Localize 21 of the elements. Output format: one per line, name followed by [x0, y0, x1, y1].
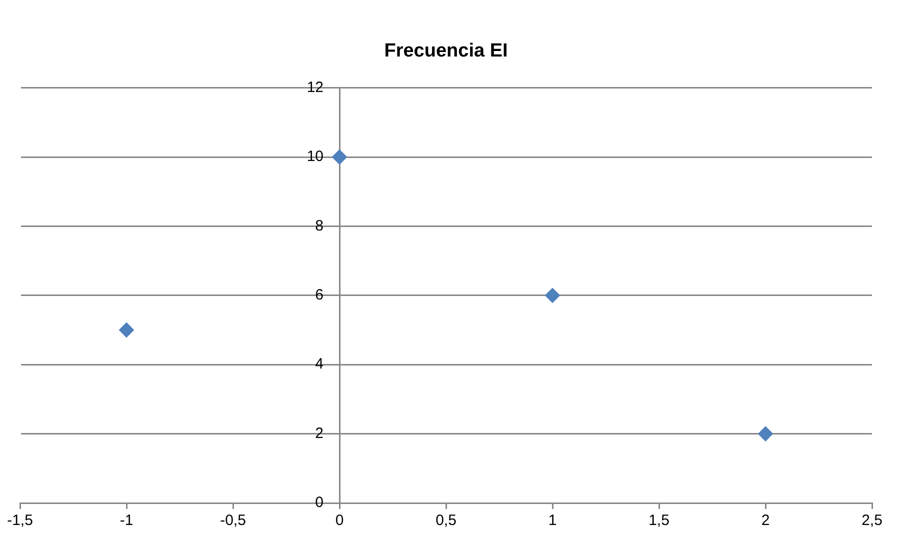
y-tick-label: 0: [315, 494, 324, 512]
y-tick-label: 12: [306, 78, 324, 96]
x-tick-label: -1: [120, 512, 134, 530]
x-tick-label: -1,5: [7, 512, 33, 530]
x-tick-label: 2,5: [862, 512, 882, 530]
y-tick-label: 8: [315, 217, 324, 234]
x-tick-label: 0,5: [436, 512, 456, 530]
point: [332, 150, 347, 164]
y-tick-label: 6: [315, 286, 324, 304]
y-tick-label: 10: [306, 148, 324, 166]
chart-title: Frecuencia EI: [384, 40, 508, 62]
y-tick-label: 2: [315, 424, 324, 442]
y-tick-label: 4: [315, 356, 324, 373]
x-tick-label: 1,5: [648, 512, 670, 530]
x-tick-label: 1: [548, 512, 557, 530]
x-tick-label: 2: [761, 512, 770, 530]
point: [758, 426, 773, 442]
point: [545, 288, 560, 303]
x-tick-label: -0,5: [220, 512, 246, 530]
point: [119, 322, 134, 338]
x-tick-label: 0: [335, 512, 344, 530]
